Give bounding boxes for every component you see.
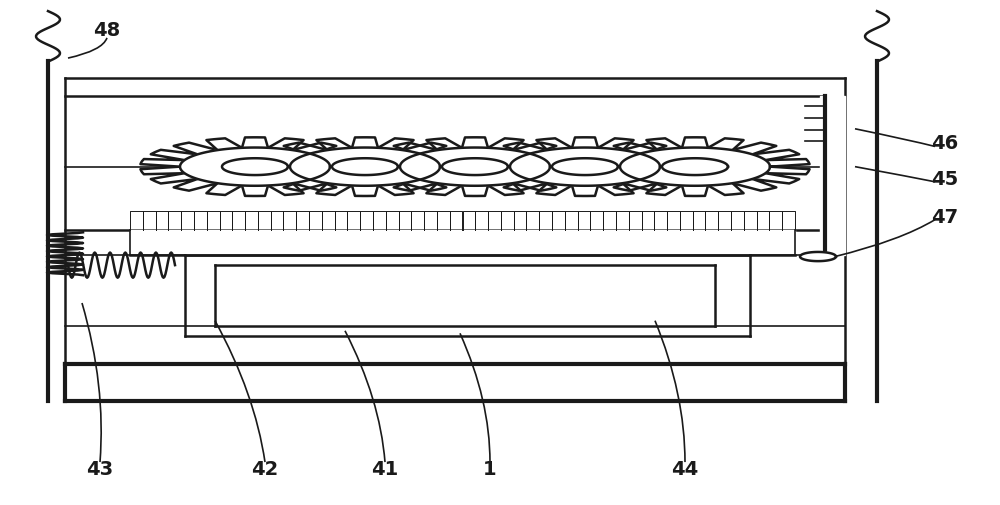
Text: 46: 46	[931, 134, 959, 154]
Polygon shape	[140, 137, 370, 196]
Polygon shape	[580, 137, 810, 196]
Polygon shape	[250, 137, 480, 196]
Text: 42: 42	[251, 460, 279, 479]
Text: 1: 1	[483, 460, 497, 479]
Polygon shape	[332, 158, 398, 175]
Polygon shape	[222, 158, 288, 175]
Polygon shape	[510, 147, 660, 186]
Polygon shape	[65, 364, 845, 401]
Polygon shape	[215, 265, 715, 326]
Polygon shape	[470, 137, 700, 196]
Polygon shape	[180, 147, 330, 186]
Polygon shape	[400, 147, 550, 186]
Polygon shape	[130, 230, 795, 255]
Polygon shape	[442, 158, 508, 175]
Text: 44: 44	[671, 460, 699, 479]
Text: 48: 48	[93, 21, 121, 40]
Polygon shape	[65, 364, 845, 401]
Polygon shape	[820, 96, 845, 255]
Polygon shape	[620, 147, 770, 186]
Polygon shape	[800, 252, 836, 261]
Polygon shape	[290, 147, 440, 186]
Polygon shape	[662, 158, 728, 175]
Text: 41: 41	[371, 460, 399, 479]
Text: 45: 45	[931, 170, 959, 189]
Polygon shape	[185, 255, 750, 336]
Polygon shape	[552, 158, 618, 175]
Polygon shape	[360, 137, 590, 196]
Text: 43: 43	[86, 460, 114, 479]
Text: 47: 47	[931, 208, 959, 227]
